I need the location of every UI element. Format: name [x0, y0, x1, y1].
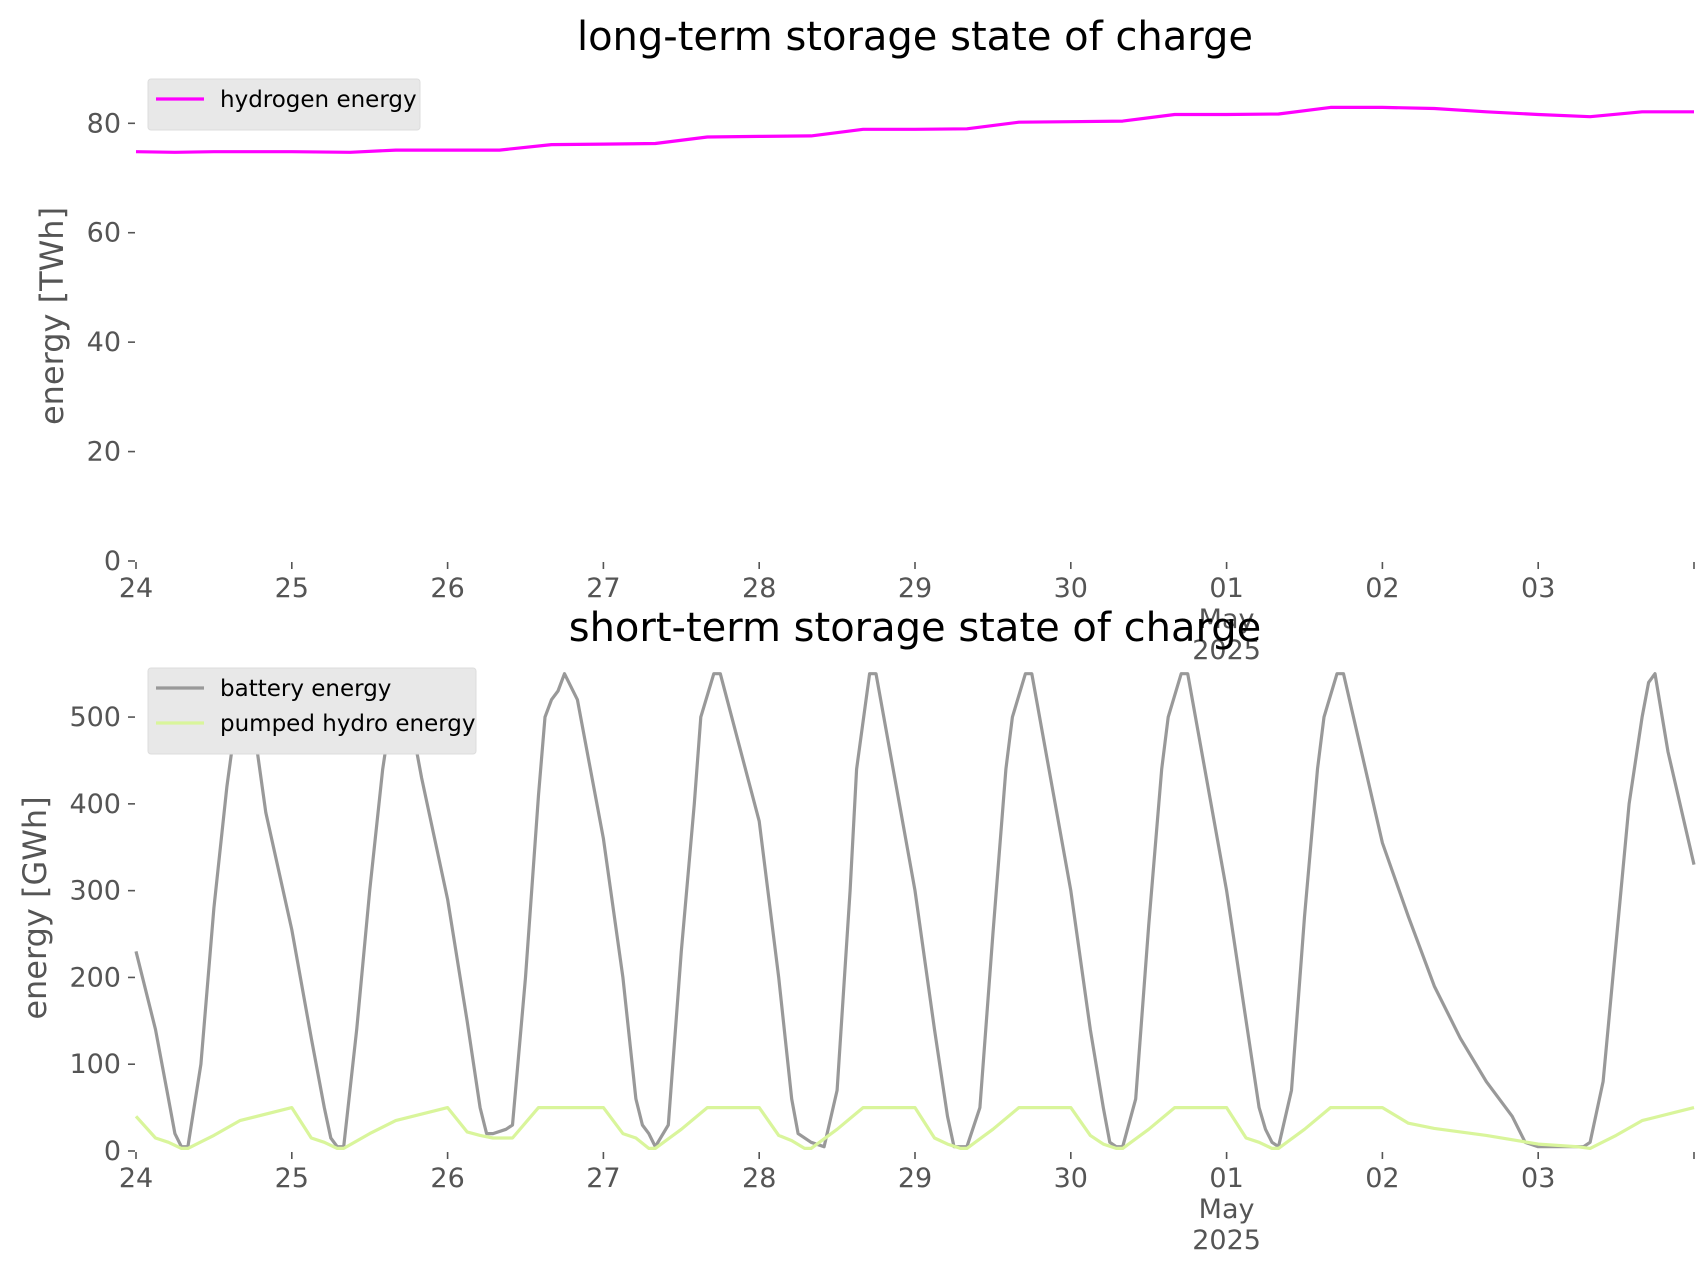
- series-line-0: [135, 105, 1694, 154]
- x-tick-label: 27: [586, 573, 620, 604]
- legend-label: hydrogen energy: [220, 87, 417, 113]
- x-tick-label: 30: [1054, 1163, 1088, 1194]
- legend-box: [147, 78, 421, 131]
- y-tick-label: 300: [69, 876, 121, 907]
- y-tick-label: 20: [87, 437, 121, 468]
- short-term-storage-chart: short-term storage state of charge energ…: [16, 605, 1696, 1256]
- x-tick-label: 01 May 2025: [1192, 1163, 1261, 1256]
- y-tick-label: 100: [69, 1049, 121, 1080]
- y-tick-label: 500: [69, 702, 121, 733]
- series-line-1: [134, 1105, 1695, 1151]
- y-tick-label: 400: [69, 789, 121, 820]
- axis-ticks: 0 100 200 300 400 500 24 25 26 27 28 29 30 01 May 2025 0…: [69, 702, 1695, 1256]
- series-line-0: [134, 672, 1696, 1149]
- y-axis-label: energy [GWh]: [16, 796, 54, 1019]
- legend-box: [147, 667, 477, 755]
- legend-label: pumped hydro energy: [220, 711, 476, 737]
- series-lines: [135, 105, 1694, 154]
- x-tick-label: 30: [1054, 573, 1088, 604]
- x-tick-label: 03: [1521, 573, 1555, 604]
- legend-label: battery energy: [220, 676, 391, 702]
- x-tick-label: 26: [430, 573, 464, 604]
- y-tick-label: 200: [69, 962, 121, 993]
- series-lines: [134, 672, 1696, 1151]
- y-axis-label: energy [TWh]: [33, 207, 71, 425]
- y-tick-label: 40: [87, 327, 121, 358]
- y-tick-label: 0: [104, 1136, 121, 1167]
- x-tick-label: 25: [275, 573, 309, 604]
- axis-ticks: 0 20 40 60 80 24 25 26 27 28 29 30 01 May 2025 02 03: [87, 108, 1695, 666]
- chart-title: short-term storage state of charge: [569, 605, 1262, 651]
- x-tick-label: 02: [1365, 1163, 1399, 1194]
- y-tick-label: 0: [104, 546, 121, 577]
- long-term-storage-chart: long-term storage state of charge energy…: [33, 14, 1695, 666]
- y-tick-label: 80: [87, 108, 121, 139]
- x-tick-label: 29: [898, 573, 932, 604]
- x-tick-label: 25: [275, 1163, 309, 1194]
- y-tick-label: 60: [87, 218, 121, 249]
- chart-title: long-term storage state of charge: [577, 14, 1253, 60]
- x-tick-label: 24: [119, 573, 153, 604]
- x-tick-label: 29: [898, 1163, 932, 1194]
- x-tick-label: 01 May 2025: [1192, 573, 1261, 666]
- x-tick-label: 02: [1365, 573, 1399, 604]
- x-tick-label: 28: [742, 1163, 776, 1194]
- x-tick-label: 24: [119, 1163, 153, 1194]
- legend: hydrogen energy: [147, 78, 421, 131]
- legend: battery energy pumped hydro energy: [147, 667, 477, 755]
- x-tick-label: 26: [430, 1163, 464, 1194]
- x-tick-label: 27: [586, 1163, 620, 1194]
- x-tick-label: 28: [742, 573, 776, 604]
- x-tick-label: 03: [1521, 1163, 1555, 1194]
